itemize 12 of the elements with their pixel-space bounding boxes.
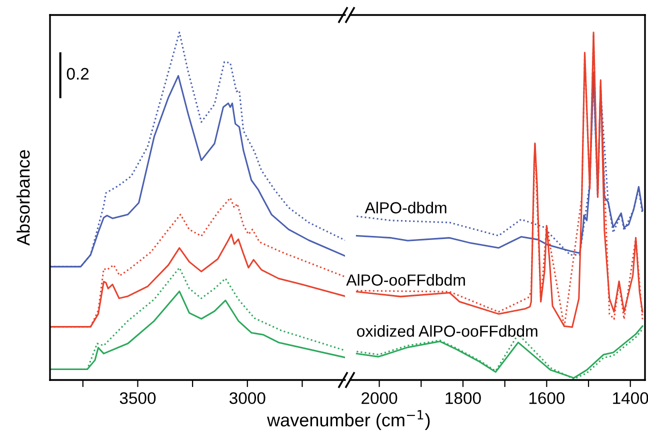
x-tick-label: 3500 <box>120 392 156 404</box>
y-axis-title: Absorbance <box>16 150 30 246</box>
x-tick-label: 2000 <box>362 392 398 404</box>
x-tick-label: 1600 <box>529 392 565 404</box>
x-tick-label: 1800 <box>446 392 481 404</box>
x-tick-label: 3000 <box>229 392 266 404</box>
x-axis-title: wavenumber (cm$^{−1}$) <box>267 410 430 430</box>
annotation: oxidized AlPO-ooFFdbdm <box>357 325 538 337</box>
annotation: 0.2 <box>66 68 89 80</box>
annotation: AlPO-dbdm <box>364 202 446 214</box>
annotation: AlPO-ooFFdbdm <box>346 274 465 286</box>
x-tick-label: 1400 <box>613 392 648 404</box>
